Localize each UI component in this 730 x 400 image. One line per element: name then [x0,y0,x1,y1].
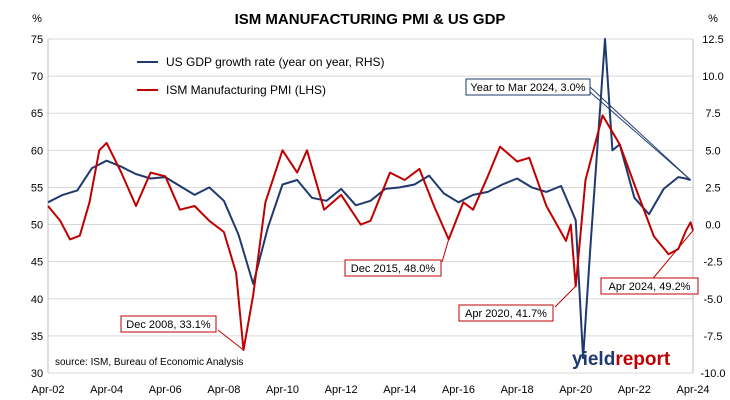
annotation-box [120,315,217,333]
annotation-callout: Dec 2015, 48.0% [344,239,450,277]
annotation-label: Apr 2020, 41.7% [465,308,547,320]
right-tick-label: 0.0 [705,220,720,232]
annotation-leader [589,86,691,181]
legend-pmi-label: ISM Manufacturing PMI (LHS) [166,83,326,97]
annotation-box [458,304,554,322]
left-axis-unit: % [32,13,42,25]
right-tick-label: 7.5 [705,108,720,120]
source-note: source: ISM, Bureau of Economic Analysis [55,357,243,368]
left-tick-label: 40 [31,294,43,306]
annotations: Dec 2008, 33.1% Dec 2015, 48.0% Apr 2020, … [120,78,699,351]
annotation-callout: Apr 2020, 41.7% [458,285,577,322]
right-tick-label: -10.0 [700,368,725,380]
chart-title: ISM MANUFACTURING PMI & US GDP [235,11,506,28]
annotation-callout: Dec 2008, 33.1% [120,315,244,351]
right-axis: 12.5 10.0 7.5 5.0 2.5 0.0 -2.5 -5.0 -7.5 -10.0 [700,34,725,380]
annotation-label: Year to Mar 2024, 3.0% [470,82,585,94]
right-tick-label: 12.5 [702,34,723,46]
annotation-box [344,259,442,277]
left-tick-label: 55 [31,182,43,194]
annotation-label: Dec 2015, 48.0% [351,263,436,275]
x-tick-label: Apr-02 [31,384,64,396]
x-tick-label: Apr-14 [383,384,416,396]
right-tick-label: 5.0 [705,145,720,157]
x-tick-label: Apr-18 [501,384,534,396]
right-tick-label: -5.0 [704,294,723,306]
annotation-callout: Year to Mar 2024, 3.0% [465,78,691,181]
annotation-leader [217,329,244,351]
annotation-leader [649,230,694,283]
x-tick-label: Apr-10 [266,384,299,396]
annotation-label: Dec 2008, 33.1% [126,319,211,331]
x-tick-label: Apr-20 [559,384,592,396]
x-tick-label: Apr-04 [90,384,123,396]
x-tick-label: Apr-22 [618,384,651,396]
left-tick-label: 75 [31,34,43,46]
legend: US GDP growth rate (year on year, RHS) I… [137,55,385,97]
annotation-leader [554,285,577,308]
right-axis-unit: % [708,13,718,25]
left-tick-label: 70 [31,71,43,83]
left-tick-label: 45 [31,257,43,269]
annotation-leader [589,91,691,181]
logo-text: yieldreport [572,349,671,370]
annotation-box [600,277,699,295]
legend-gdp-label: US GDP growth rate (year on year, RHS) [166,55,385,69]
x-tick-label: Apr-24 [676,384,709,396]
gdp-series-line [47,38,691,360]
right-tick-label: 10.0 [702,71,723,83]
left-tick-label: 50 [31,220,43,232]
x-axis: Apr-02 Apr-04 Apr-06 Apr-08 Apr-10 Apr-12 Apr-… [31,384,709,396]
annotation-box [465,78,591,96]
left-tick-label: 30 [31,368,43,380]
series-lines [47,38,694,360]
right-tick-label: -2.5 [704,257,723,269]
right-tick-label: -7.5 [704,331,723,343]
left-tick-label: 65 [31,108,43,120]
left-axis: 75 70 65 60 55 50 45 40 35 30 [31,34,43,380]
x-tick-label: Apr-16 [442,384,475,396]
left-tick-label: 35 [31,331,43,343]
right-tick-label: 2.5 [705,182,720,194]
pmi-series-line [47,114,694,351]
left-tick-label: 60 [31,145,43,157]
x-tick-label: Apr-08 [207,384,240,396]
x-tick-label: Apr-06 [149,384,182,396]
annotation-leader [441,239,450,263]
annotation-label: Apr 2024, 49.2% [609,281,691,293]
annotation-callout: Apr 2024, 49.2% [600,230,699,295]
x-tick-label: Apr-12 [325,384,358,396]
yieldreport-logo: yieldreport [572,349,671,370]
